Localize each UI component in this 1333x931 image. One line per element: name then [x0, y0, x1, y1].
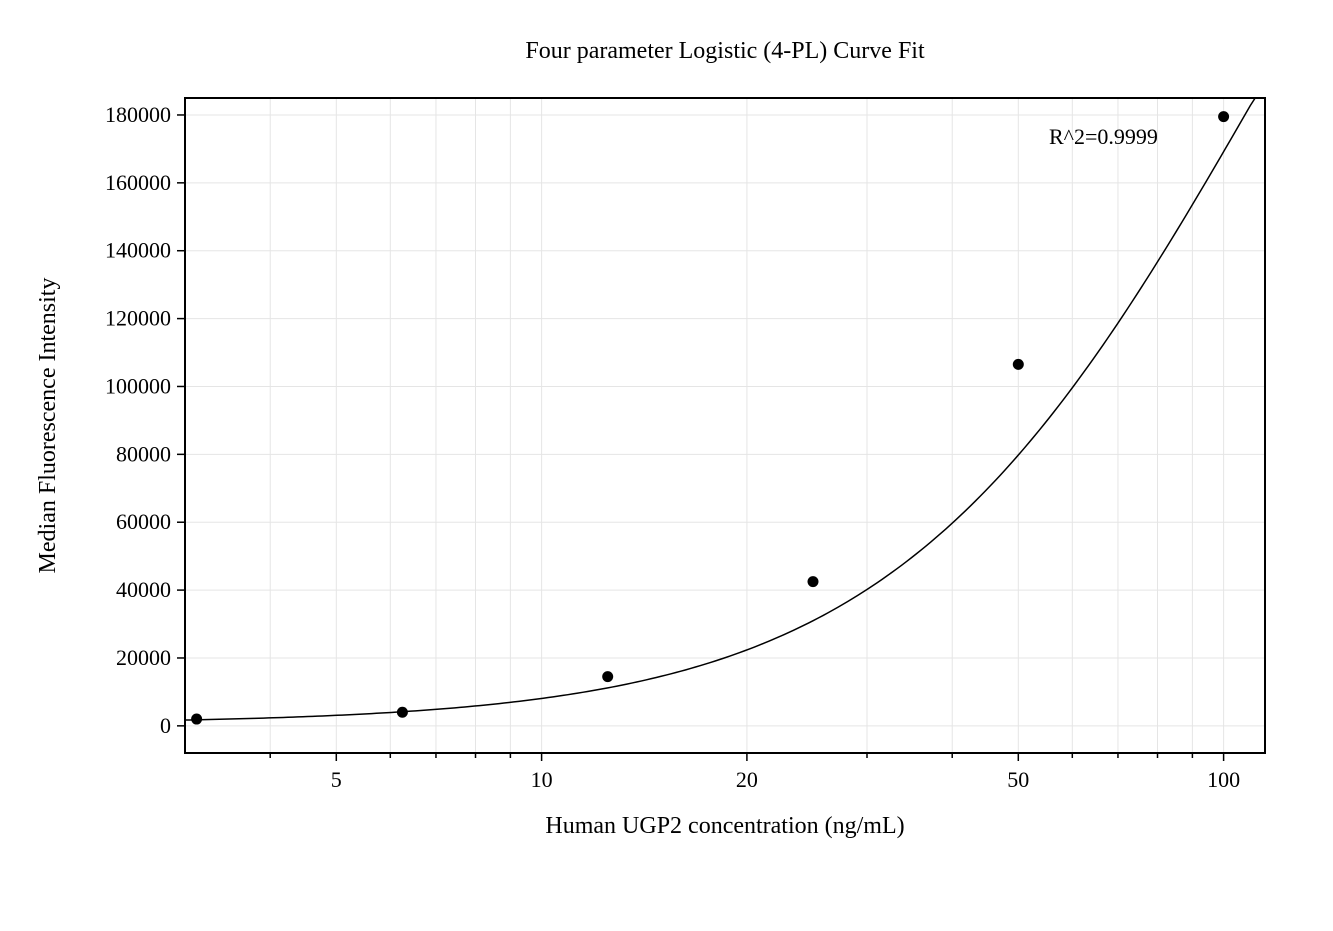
data-point: [602, 671, 613, 682]
y-tick-label: 0: [160, 713, 171, 738]
y-tick-label: 180000: [105, 102, 171, 127]
y-tick-label: 160000: [105, 170, 171, 195]
x-axis-label: Human UGP2 concentration (ng/mL): [545, 813, 904, 839]
y-tick-label: 80000: [116, 441, 171, 466]
x-tick-label: 50: [1007, 767, 1029, 792]
chart-container: 5 10 20 50 100 0 20000 40000 60000 80000 100000 120…: [0, 0, 1333, 931]
y-axis-label: Median Fluorescence Intensity: [35, 278, 61, 574]
y-tick-label: 20000: [116, 645, 171, 670]
x-tick-label: 10: [531, 767, 553, 792]
x-tick-label: 100: [1207, 767, 1240, 792]
y-tick-label: 60000: [116, 509, 171, 534]
data-point: [1013, 359, 1024, 370]
y-tick-label: 40000: [116, 577, 171, 602]
data-point: [1218, 111, 1229, 122]
r-squared-annotation: R^2=0.9999: [1049, 124, 1158, 149]
y-tick-label: 140000: [105, 238, 171, 263]
data-point: [397, 707, 408, 718]
chart-title: Four parameter Logistic (4-PL) Curve Fit: [525, 38, 925, 64]
data-point: [191, 714, 202, 725]
data-point: [807, 576, 818, 587]
x-tick-label: 5: [331, 767, 342, 792]
x-tick-label: 20: [736, 767, 758, 792]
y-tick-label: 120000: [105, 306, 171, 331]
y-tick-label: 100000: [105, 373, 171, 398]
chart-svg: 5 10 20 50 100 0 20000 40000 60000 80000 100000 120…: [0, 0, 1333, 931]
